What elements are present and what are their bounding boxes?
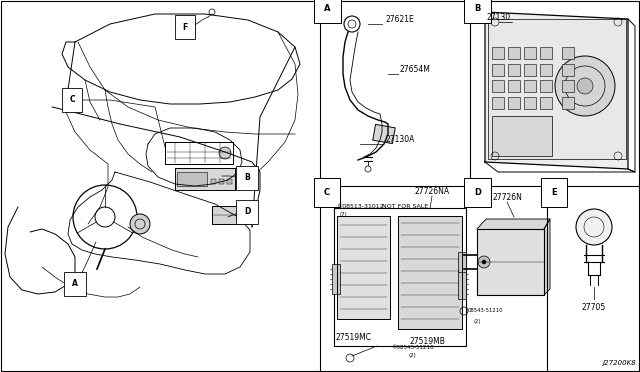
Bar bbox=[562, 64, 574, 76]
Bar bbox=[508, 97, 520, 109]
Bar bbox=[540, 64, 552, 76]
Text: 08543-51210: 08543-51210 bbox=[468, 308, 504, 314]
Text: NOT FOR SALE: NOT FOR SALE bbox=[382, 204, 428, 209]
Text: 27519MB: 27519MB bbox=[410, 337, 446, 346]
Text: 27519MC: 27519MC bbox=[336, 333, 372, 342]
Circle shape bbox=[478, 256, 490, 268]
Bar bbox=[540, 47, 552, 59]
Bar bbox=[562, 47, 574, 59]
Bar bbox=[458, 252, 466, 272]
Polygon shape bbox=[398, 216, 462, 329]
Text: 27705: 27705 bbox=[582, 303, 606, 312]
Bar bbox=[212, 206, 250, 224]
Text: 27130: 27130 bbox=[486, 13, 511, 22]
Bar bbox=[524, 47, 536, 59]
Bar bbox=[492, 97, 504, 109]
Text: 27130A: 27130A bbox=[385, 135, 414, 144]
Bar bbox=[562, 97, 574, 109]
Circle shape bbox=[577, 78, 593, 94]
Bar bbox=[372, 124, 396, 144]
Bar bbox=[524, 80, 536, 92]
Bar bbox=[227, 179, 232, 184]
Bar bbox=[492, 116, 552, 156]
Text: C: C bbox=[324, 188, 330, 197]
Bar bbox=[508, 47, 520, 59]
Text: (7): (7) bbox=[340, 212, 348, 217]
Bar bbox=[488, 19, 626, 159]
Text: C: C bbox=[69, 96, 75, 105]
Bar bbox=[524, 64, 536, 76]
Text: D: D bbox=[474, 188, 481, 197]
Circle shape bbox=[130, 214, 150, 234]
Polygon shape bbox=[485, 12, 628, 169]
Bar bbox=[508, 80, 520, 92]
Bar bbox=[332, 264, 340, 294]
Text: B: B bbox=[244, 173, 250, 183]
Bar bbox=[492, 47, 504, 59]
Circle shape bbox=[219, 147, 231, 159]
Polygon shape bbox=[477, 229, 544, 295]
Bar bbox=[562, 80, 574, 92]
Text: 27621E: 27621E bbox=[385, 16, 413, 25]
Text: J27200K8: J27200K8 bbox=[602, 360, 636, 366]
Text: A: A bbox=[72, 279, 78, 289]
Text: E: E bbox=[551, 188, 557, 197]
Text: 27726N: 27726N bbox=[492, 193, 522, 202]
Bar bbox=[177, 172, 207, 186]
Bar bbox=[334, 208, 466, 346]
Bar bbox=[458, 269, 466, 299]
Text: F: F bbox=[182, 22, 188, 32]
Bar bbox=[492, 80, 504, 92]
Circle shape bbox=[482, 260, 486, 264]
Bar bbox=[508, 64, 520, 76]
Bar bbox=[540, 97, 552, 109]
Polygon shape bbox=[544, 219, 550, 295]
Text: (2): (2) bbox=[474, 318, 482, 324]
Text: ©08513-31012: ©08513-31012 bbox=[336, 204, 383, 209]
Circle shape bbox=[576, 209, 612, 245]
Text: D: D bbox=[244, 208, 250, 217]
Text: B: B bbox=[474, 4, 481, 13]
Polygon shape bbox=[477, 219, 550, 229]
Text: 27726NA: 27726NA bbox=[415, 187, 449, 196]
Bar bbox=[524, 97, 536, 109]
Polygon shape bbox=[337, 216, 390, 319]
Text: 27654M: 27654M bbox=[400, 65, 431, 74]
Circle shape bbox=[555, 56, 615, 116]
Text: (2): (2) bbox=[408, 353, 416, 358]
Bar bbox=[540, 80, 552, 92]
Bar bbox=[219, 179, 224, 184]
Text: A: A bbox=[324, 4, 330, 13]
Bar bbox=[211, 179, 216, 184]
Bar bbox=[175, 168, 235, 190]
Bar bbox=[492, 64, 504, 76]
Text: ©08543-51210: ©08543-51210 bbox=[391, 345, 433, 350]
